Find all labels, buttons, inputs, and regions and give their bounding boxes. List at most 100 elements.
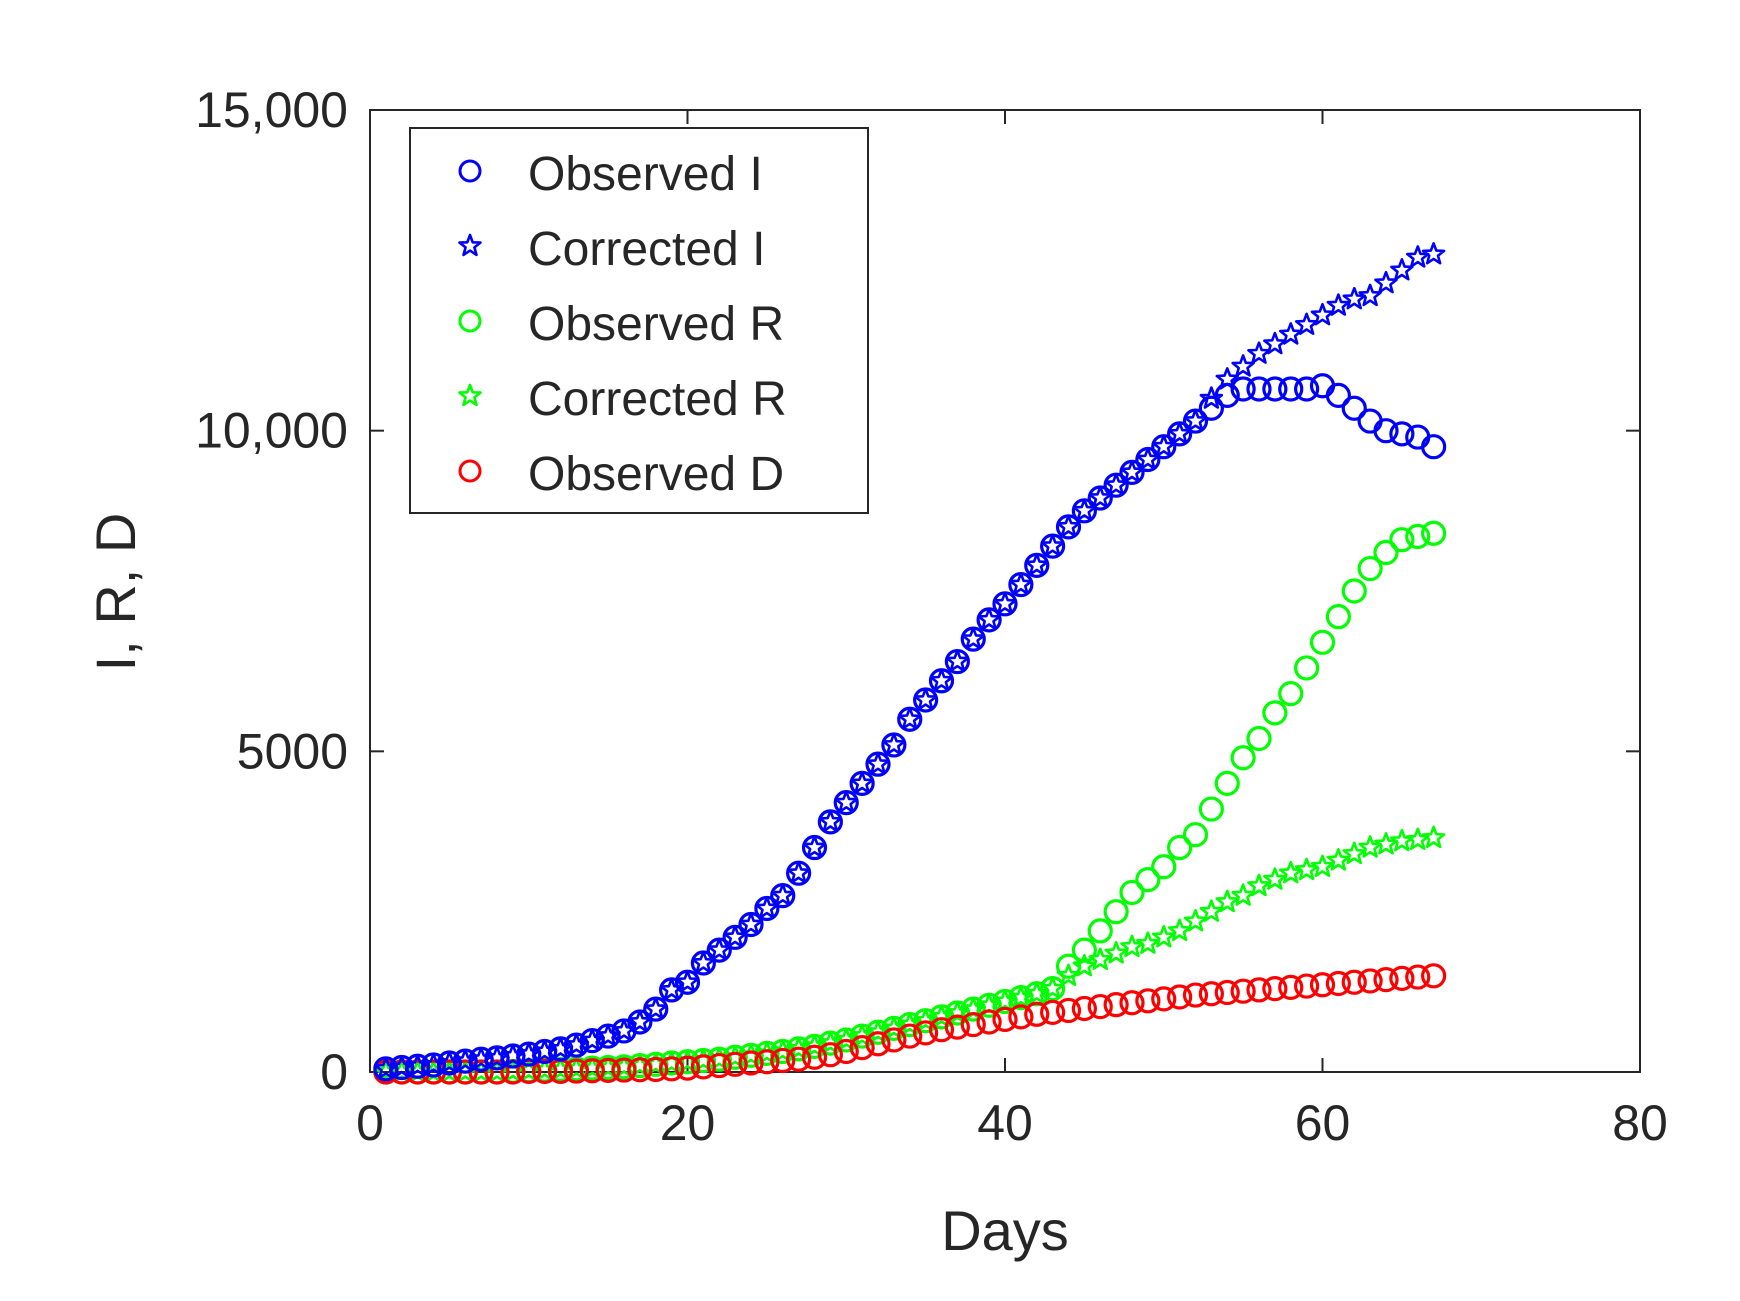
observed-d-point	[1341, 969, 1367, 995]
observed-i-point	[405, 1053, 431, 1079]
observed-r-point	[1230, 745, 1256, 771]
x-tick-label: 0	[356, 1095, 384, 1151]
observed-d-point	[1055, 997, 1082, 1024]
observed-i-point	[420, 1052, 447, 1078]
observed-i-point	[849, 770, 875, 797]
observed-d-point	[817, 1042, 843, 1068]
observed-i-point	[373, 1056, 399, 1082]
corrected-r-point	[1231, 883, 1255, 906]
data-markers	[373, 242, 1447, 1085]
corrected-i-point	[834, 790, 858, 813]
observed-i-point	[389, 1054, 415, 1081]
observed-i-point	[643, 996, 669, 1022]
observed-i-point	[436, 1050, 462, 1076]
observed-d-point	[1008, 1004, 1034, 1030]
observed-d-point	[1024, 1001, 1050, 1027]
observed-i-point	[1421, 434, 1447, 460]
corrected-r-point	[1215, 889, 1239, 913]
corrected-r-point	[1310, 854, 1335, 877]
observed-d-point	[1230, 978, 1256, 1004]
observed-i-point	[1373, 418, 1399, 444]
observed-d-point	[849, 1035, 875, 1061]
corrected-i-point	[1199, 386, 1224, 409]
corrected-i-point	[1310, 302, 1335, 326]
corrected-r-point	[1167, 918, 1192, 942]
corrected-i-point	[1390, 258, 1414, 281]
observed-d-point	[1071, 995, 1097, 1022]
y-tick-label: 5000	[237, 723, 348, 779]
observed-r-point	[1373, 539, 1399, 566]
observed-d-point	[1262, 976, 1288, 1002]
observed-i-point	[627, 1009, 653, 1035]
observed-r-point	[1341, 578, 1367, 604]
corrected-i-point	[1326, 293, 1351, 316]
observed-r-point	[1198, 796, 1224, 822]
legend-label-corrected-r: Corrected R	[528, 373, 787, 426]
observed-d-point	[1214, 979, 1240, 1006]
observed-i-point	[484, 1045, 510, 1071]
observed-d-point	[563, 1058, 589, 1084]
observed-i-point	[1341, 395, 1367, 421]
observed-d-point	[881, 1027, 907, 1053]
observed-r-point	[674, 1049, 701, 1075]
corrected-i-point	[1374, 270, 1398, 294]
y-tick-label: 0	[320, 1044, 348, 1100]
observed-d-point	[579, 1058, 605, 1084]
corrected-r-point	[1183, 909, 1208, 932]
observed-d-point	[516, 1058, 542, 1084]
observed-i-point	[500, 1043, 526, 1069]
observed-i-point	[659, 977, 685, 1003]
observed-d-point	[1167, 984, 1193, 1010]
observed-i-point	[1325, 382, 1351, 408]
observed-r-point	[1405, 523, 1431, 550]
observed-r-point	[690, 1047, 716, 1074]
observed-r-point	[1294, 655, 1320, 681]
observed-i-point	[801, 834, 828, 861]
legend-label-observed-r: Observed R	[528, 298, 784, 351]
observed-i-point	[722, 924, 748, 950]
observed-r-point	[881, 1015, 907, 1041]
corrected-i-point	[644, 996, 668, 1020]
x-tick-label: 80	[1612, 1095, 1668, 1151]
observed-i-point	[1230, 376, 1256, 402]
observed-d-point	[611, 1057, 637, 1083]
legend-marker-observed-d	[458, 459, 482, 483]
observed-i-point	[928, 668, 955, 694]
observed-d-point	[595, 1057, 621, 1083]
observed-d-point	[643, 1056, 669, 1083]
observed-r-point	[960, 996, 986, 1022]
corrected-i-point	[1009, 572, 1033, 595]
corrected-r-point	[1199, 899, 1224, 922]
observed-i-point	[1151, 434, 1177, 460]
observed-d-point	[1040, 999, 1066, 1025]
legend-marker-corrected-i	[458, 233, 482, 257]
observed-i-point	[1135, 446, 1161, 473]
observed-i-point	[690, 950, 716, 976]
observed-r-point	[706, 1046, 732, 1072]
observed-i-point	[1198, 395, 1224, 421]
observed-i-point	[1008, 571, 1034, 598]
y-tick-label: 15,000	[195, 82, 348, 138]
observed-i-point	[1294, 376, 1320, 402]
observed-d-point	[659, 1056, 685, 1082]
observed-i-point	[976, 607, 1002, 633]
observed-r-point	[1135, 866, 1161, 893]
observed-i-point	[674, 969, 701, 995]
legend-label-observed-d: Observed D	[528, 448, 784, 501]
observed-r-point	[1055, 953, 1082, 979]
corrected-i-point	[1263, 331, 1287, 355]
observed-r-point	[1214, 770, 1240, 797]
observed-d-point	[976, 1009, 1002, 1035]
observed-i-point	[881, 732, 907, 758]
observed-i-point	[1262, 376, 1288, 402]
observed-d-point	[738, 1050, 764, 1076]
observed-r-point	[1357, 555, 1383, 582]
corrected-r-point	[1342, 841, 1366, 865]
observed-i-point	[532, 1038, 558, 1065]
observed-r-point	[1309, 629, 1336, 655]
observed-r-point	[1246, 725, 1272, 752]
observed-d-point	[1135, 988, 1161, 1014]
observed-d-point	[1373, 967, 1399, 993]
observed-r-point	[865, 1019, 891, 1045]
